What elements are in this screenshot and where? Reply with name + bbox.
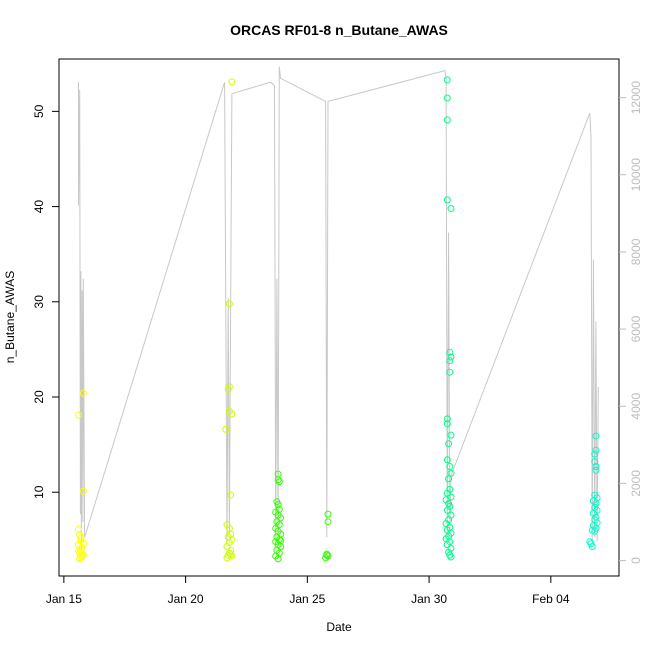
data-point	[443, 506, 451, 514]
y2-tick-label: 6000	[629, 315, 643, 342]
y-axis-label: n_Butane_AWAS	[3, 271, 17, 364]
data-point	[592, 500, 600, 508]
data-point	[228, 78, 236, 86]
data-point	[76, 555, 84, 563]
data-point	[446, 551, 454, 559]
data-point	[592, 446, 600, 454]
x-tick-label: Feb 04	[532, 592, 570, 606]
x-axis: Jan 15 Jan 20 Jan 25 Jan 30 Feb 04	[46, 575, 570, 606]
data-point	[443, 94, 451, 102]
data-point	[588, 543, 596, 550]
y2-tick-label: 2000	[629, 470, 643, 497]
data-point	[274, 555, 282, 563]
data-point	[447, 553, 455, 561]
data-point	[223, 554, 231, 562]
data-point	[443, 541, 451, 549]
data-point	[224, 385, 232, 393]
data-point	[223, 543, 231, 550]
data-point	[592, 466, 600, 474]
data-point	[75, 411, 82, 419]
data-point	[588, 526, 596, 534]
data-point	[79, 540, 87, 548]
data-point	[324, 518, 332, 526]
secondary-series	[78, 66, 599, 550]
data-point	[442, 520, 450, 528]
y-axis-left: 10 20 30 40 50	[32, 104, 59, 499]
data-point	[277, 514, 285, 522]
data-point	[592, 432, 600, 440]
data-point	[443, 76, 451, 84]
data-point	[75, 547, 82, 555]
data-point	[443, 456, 451, 464]
data-point	[275, 536, 283, 544]
y-tick-label: 20	[32, 390, 46, 404]
x-tick-label: Jan 25	[289, 592, 325, 606]
data-point	[445, 475, 453, 483]
y-tick-label: 30	[32, 295, 46, 309]
data-point	[275, 521, 283, 529]
plot-area-frame	[58, 58, 620, 577]
data-points	[75, 76, 601, 563]
data-point	[222, 425, 230, 433]
data-point	[77, 554, 85, 562]
data-point	[445, 440, 453, 448]
x-tick-label: Jan 20	[168, 592, 204, 606]
y2-tick-label: 8000	[629, 238, 643, 265]
data-point	[447, 469, 455, 477]
data-point	[443, 196, 451, 204]
data-point	[447, 544, 455, 552]
data-point	[227, 550, 235, 558]
data-point	[446, 463, 454, 470]
data-point	[77, 534, 85, 542]
x-tick-label: Jan 30	[411, 592, 447, 606]
data-point	[443, 116, 451, 124]
data-point	[274, 476, 282, 484]
data-point	[228, 410, 236, 418]
data-point	[274, 501, 282, 509]
data-point	[75, 525, 82, 533]
y2-tick-label: 0	[629, 557, 643, 564]
data-point	[324, 510, 332, 518]
data-point	[227, 491, 235, 499]
chart-title: ORCAS RF01-8 n_Butane_AWAS	[230, 22, 448, 38]
data-point	[591, 458, 599, 466]
data-point	[323, 551, 331, 559]
secondary-series-line	[78, 66, 599, 550]
data-point	[443, 489, 451, 497]
x-tick-label: Jan 15	[46, 592, 82, 606]
y-tick-label: 40	[32, 200, 46, 214]
data-point	[275, 478, 283, 486]
data-point	[446, 357, 454, 365]
data-point	[225, 539, 233, 547]
data-point	[446, 348, 454, 356]
data-point	[447, 205, 455, 212]
data-point	[443, 415, 451, 423]
data-point	[277, 537, 285, 545]
data-point	[447, 353, 455, 361]
y-tick-label: 50	[32, 104, 46, 118]
data-point	[447, 431, 455, 439]
data-point	[592, 463, 600, 470]
data-point	[591, 450, 599, 458]
x-axis-label: Date	[326, 620, 352, 634]
data-point	[223, 521, 231, 529]
data-point	[446, 368, 454, 376]
data-point	[443, 420, 451, 428]
data-point	[79, 389, 87, 397]
y2-tick-label: 4000	[629, 393, 643, 420]
y2-tick-label: 10000	[629, 158, 643, 192]
y-tick-label: 10	[32, 485, 46, 499]
data-point	[225, 300, 233, 308]
y2-tick-label: 12000	[629, 81, 643, 115]
data-point	[79, 487, 87, 495]
y-axis-right: 0 2000 4000 6000 8000 10000 12000	[619, 81, 643, 564]
